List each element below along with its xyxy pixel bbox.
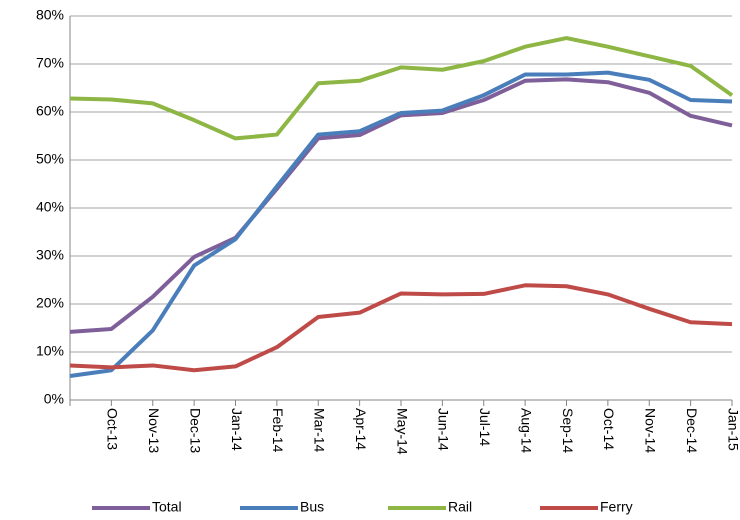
series-line — [69, 77, 733, 334]
y-tick-label: 80% — [36, 7, 64, 23]
x-tick-label: Feb-14 — [270, 408, 286, 453]
y-tick-label: 20% — [36, 295, 64, 311]
x-tick-label: Sep-14 — [560, 408, 576, 453]
legend-label: Ferry — [600, 499, 633, 515]
y-tick-label: 50% — [36, 151, 64, 167]
x-tick-label: Dec-13 — [187, 408, 203, 453]
x-tick-label: Jul-14 — [477, 408, 493, 446]
y-tick-label: 10% — [36, 343, 64, 359]
series-line — [69, 36, 734, 141]
x-tick-label: Aug-14 — [518, 408, 534, 453]
x-tick-label: Jan-15 — [725, 408, 740, 451]
legend-label: Bus — [300, 499, 324, 515]
x-tick-label: Jan-14 — [229, 408, 245, 451]
y-tick-label: 40% — [36, 199, 64, 215]
series-line — [69, 283, 733, 373]
x-tick-label: Nov-14 — [643, 408, 659, 453]
series-line — [69, 70, 733, 378]
y-tick-label: 70% — [36, 55, 64, 71]
x-tick-label: Dec-14 — [684, 408, 700, 453]
x-tick-label: Oct-14 — [601, 408, 617, 450]
y-tick-label: 60% — [36, 103, 64, 119]
x-tick-label: May-14 — [394, 408, 410, 455]
x-tick-label: Apr-14 — [353, 408, 369, 450]
x-tick-label: Mar-14 — [312, 408, 328, 453]
y-tick-label: 0% — [44, 391, 64, 407]
legend-label: Rail — [448, 499, 472, 515]
legend-label: Total — [152, 499, 182, 515]
x-tick-label: Oct-13 — [105, 408, 121, 450]
y-tick-label: 30% — [36, 247, 64, 263]
x-tick-label: Jun-14 — [436, 408, 452, 451]
x-tick-label: Nov-13 — [146, 408, 162, 453]
